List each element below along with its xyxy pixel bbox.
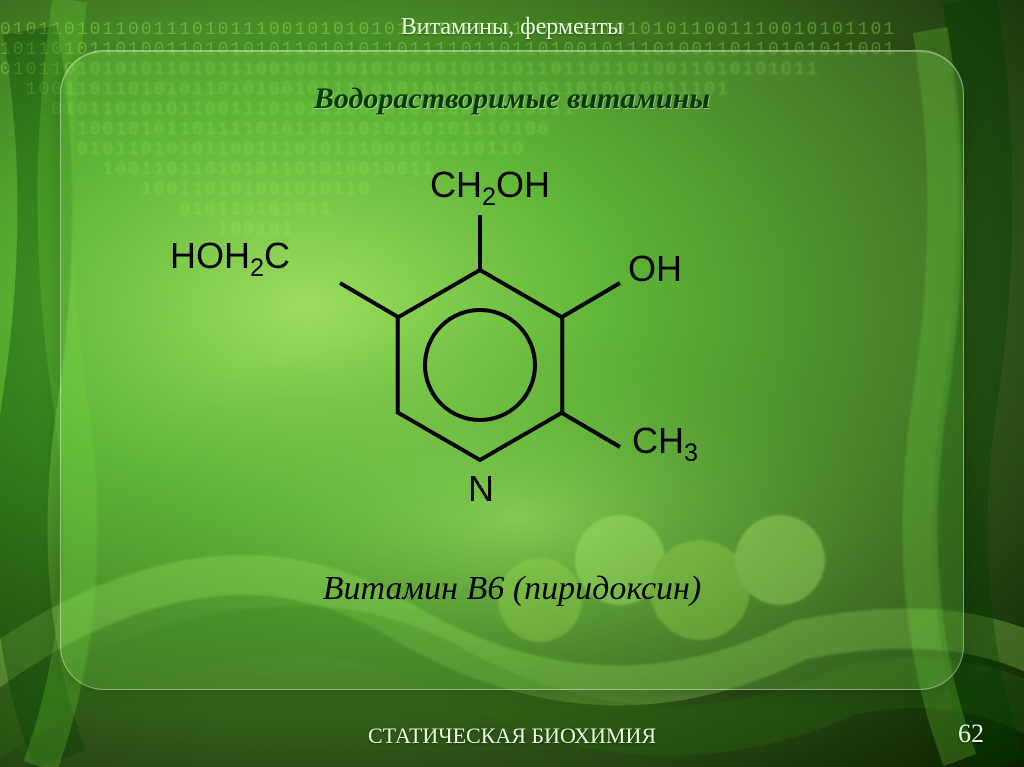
substituent-left: HOH2C	[170, 235, 290, 283]
chemical-structure-diagram: CH2OHHOH2COHCH3N	[180, 140, 844, 580]
substituent-bottom: N	[468, 468, 494, 510]
footer-text: СТАТИЧЕСКАЯ БИОХИМИЯ	[0, 723, 1024, 749]
substituent-top: CH2OH	[430, 164, 550, 212]
substituent-right2: CH3	[632, 420, 698, 468]
molecule-caption: Витамин В6 (пиридоксин)	[0, 570, 1024, 608]
substituent-right1: OH	[628, 248, 682, 290]
slide-header: Витамины, ферменты	[0, 14, 1024, 41]
page-number: 62	[958, 719, 984, 749]
slide-subtitle: Водорастворимые витамины	[0, 82, 1024, 116]
